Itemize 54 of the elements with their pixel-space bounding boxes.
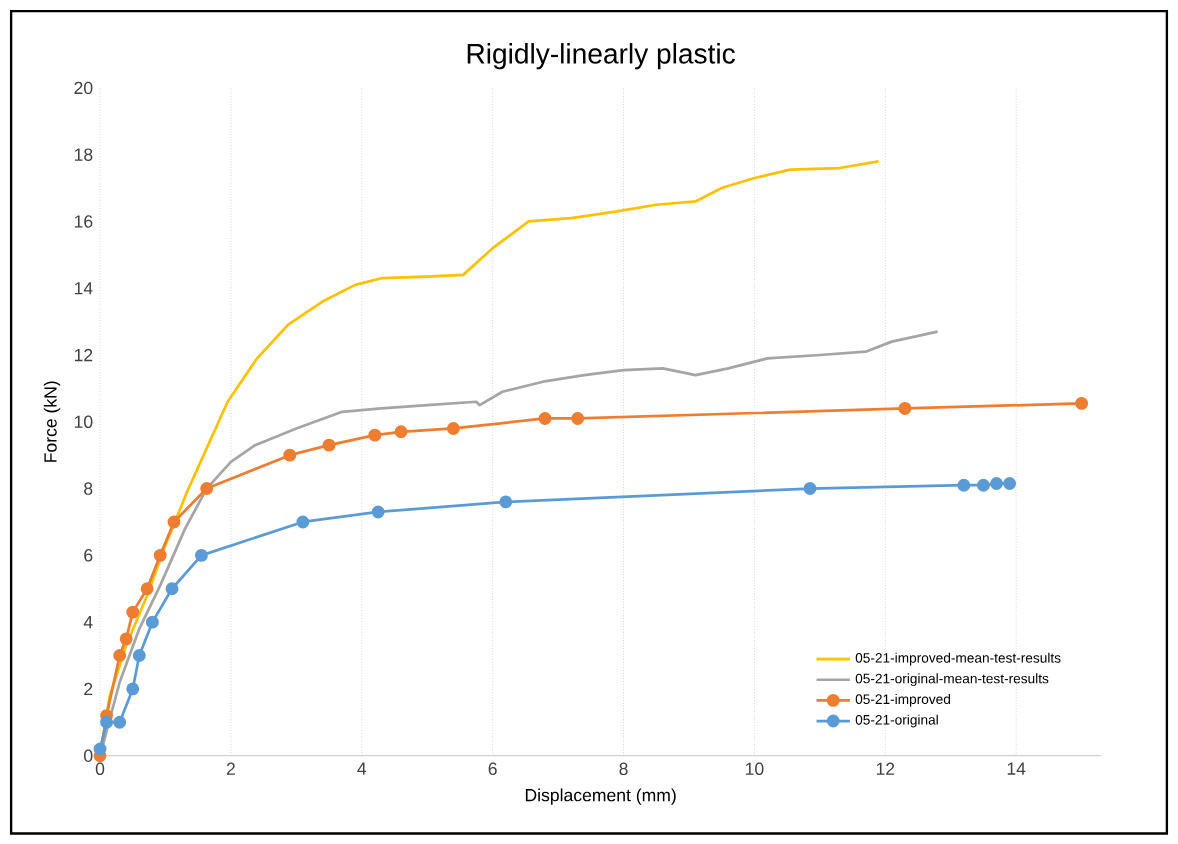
x-tick-label: 0 (95, 762, 105, 775)
x-tick-label: 2 (226, 762, 235, 775)
y-tick-label: 2 (84, 682, 93, 695)
point (167, 515, 181, 529)
point (368, 428, 382, 442)
point (957, 478, 971, 492)
chart-title: Rigidly-linearly plastic (467, 42, 735, 69)
y-tick-label: 14 (74, 281, 93, 294)
point (119, 632, 133, 645)
y-tick-label: 0 (84, 749, 93, 762)
point (446, 421, 460, 435)
point (394, 425, 408, 438)
point (153, 548, 167, 562)
x-tick-label: 12 (876, 762, 895, 775)
point (132, 648, 146, 662)
point (803, 481, 817, 495)
y-tick-label: 18 (74, 148, 93, 161)
y-tick-label: 8 (84, 482, 93, 495)
y-axis-title: Force (kN) (43, 381, 61, 462)
point (165, 582, 179, 595)
point (898, 401, 912, 415)
point (296, 515, 310, 529)
point (1003, 476, 1017, 490)
point (538, 411, 552, 425)
x-tick-label: 10 (745, 762, 764, 775)
y-tick-label: 10 (74, 415, 93, 428)
point (195, 548, 208, 562)
y-tick-label: 12 (74, 348, 93, 361)
point (100, 715, 114, 729)
point (283, 448, 297, 462)
point (126, 605, 140, 619)
point (145, 615, 159, 629)
y-tick-label: 16 (74, 214, 93, 228)
x-tick-label: 4 (357, 762, 367, 775)
point (371, 505, 385, 519)
point (113, 715, 127, 729)
point (322, 438, 336, 452)
point (93, 742, 107, 756)
point (140, 582, 154, 595)
x-tick-label: 6 (488, 762, 497, 775)
x-tick-label: 14 (1007, 762, 1026, 775)
point (499, 495, 513, 509)
point (1075, 396, 1089, 410)
x-tick-label: 8 (619, 762, 628, 775)
x-axis-title: Displacement (mm) (525, 788, 676, 805)
y-tick-label: 6 (84, 548, 93, 562)
point (113, 648, 127, 662)
y-tick-label: 4 (83, 615, 93, 628)
point (571, 411, 585, 425)
point (990, 476, 1003, 490)
point (126, 682, 140, 696)
point (977, 478, 990, 492)
y-tick-label: 20 (74, 81, 93, 94)
point (200, 481, 214, 495)
